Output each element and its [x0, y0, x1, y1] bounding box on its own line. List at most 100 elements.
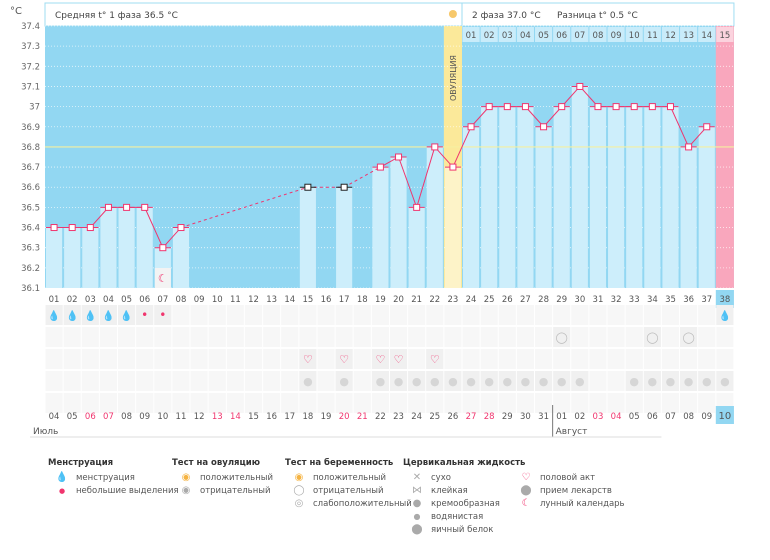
temperature-point — [104, 203, 112, 211]
marker-cell — [154, 327, 172, 347]
phase2-day-label: 10 — [629, 31, 640, 41]
marker-cell — [99, 371, 118, 391]
marker-cell — [353, 327, 371, 347]
medication-cell — [480, 371, 498, 391]
cycle-day-label: 20 — [393, 295, 404, 305]
y-tick-label: 37.3 — [21, 42, 40, 52]
cycle-day-label: 05 — [121, 295, 132, 305]
temperature-point — [141, 203, 149, 211]
calendar-date-label: 17 — [284, 412, 295, 422]
medication-cell — [299, 371, 317, 391]
temperature-bar — [644, 106, 661, 288]
marker-cell — [190, 305, 208, 325]
temperature-bar — [553, 106, 570, 288]
spotting-icon: • — [141, 308, 148, 322]
moon-icon: ☾ — [158, 272, 168, 285]
phase2-day-cell — [643, 27, 661, 42]
marker-cell — [680, 393, 698, 413]
phase1-average: Средняя t° 1 фаза 36.5 °C — [55, 11, 178, 21]
medication-icon: ● — [557, 375, 567, 388]
intercourse-cell — [335, 349, 353, 369]
intercourse-icon: ♡ — [303, 353, 313, 366]
egg-white-icon: ⬤ — [411, 524, 423, 535]
medication-cell — [516, 371, 535, 391]
legend-label: отрицательный — [200, 485, 271, 496]
medication-icon: ● — [720, 375, 730, 388]
heart-icon: ♡ — [521, 472, 531, 483]
calendar-date-label: 31 — [538, 412, 549, 422]
legend-label: положительный — [200, 472, 273, 483]
marker-cell — [516, 305, 535, 325]
marker-cell — [716, 349, 734, 369]
temperature-point — [576, 82, 584, 90]
calendar-date-label: 24 — [411, 412, 422, 422]
marker-cell — [389, 393, 408, 413]
marker-cell — [516, 393, 535, 413]
menstruation-icon: 💧 — [719, 309, 731, 322]
cycle-day-label: 15 — [302, 295, 313, 305]
marker-cell — [661, 305, 680, 325]
temperature-point — [630, 103, 638, 111]
marker-cell — [462, 393, 480, 413]
marker-cell — [190, 371, 208, 391]
temperature-bar — [662, 106, 679, 288]
cycle-day-label: 10 — [212, 295, 223, 305]
temperature-bar — [408, 207, 425, 288]
y-tick-label: 36.5 — [21, 203, 40, 213]
cycle-day-label: 14 — [284, 295, 295, 305]
marker-cell — [118, 327, 136, 347]
medication-icon: ● — [575, 375, 585, 388]
marker-cell — [317, 371, 335, 391]
temperature-point — [123, 203, 131, 211]
pregnancy-test-negative-cell — [680, 327, 698, 347]
marker-cell — [444, 305, 462, 325]
calendar-date-label: 23 — [393, 412, 404, 422]
marker-cell — [335, 393, 353, 413]
watery-icon: ● — [413, 512, 421, 521]
marker-cell — [698, 327, 716, 347]
temperature-bar — [462, 126, 480, 289]
marker-cell — [172, 327, 190, 347]
marker-cell — [607, 327, 625, 347]
marker-cell — [553, 305, 571, 325]
marker-cell — [480, 327, 498, 347]
cycle-day-label: 36 — [683, 295, 694, 305]
legend-label: яичный белок — [431, 524, 494, 535]
marker-cell — [281, 393, 299, 413]
calendar-date-label: 04 — [611, 412, 622, 422]
medication-cell — [498, 371, 516, 391]
phase2-day-cell — [716, 27, 734, 42]
marker-cell — [226, 305, 244, 325]
marker-cell — [643, 349, 661, 369]
temperature-point — [467, 123, 475, 131]
marker-cell — [498, 349, 516, 369]
phase2-day-cell — [516, 27, 535, 42]
marker-cell — [535, 393, 553, 413]
cycle-day-label: 17 — [339, 295, 350, 305]
marker-cell — [208, 327, 226, 347]
phase2-day-cell — [661, 27, 680, 42]
legend-label: отрицательный — [313, 485, 384, 496]
temperature-point — [413, 203, 421, 211]
marker-cell — [661, 349, 680, 369]
temperature-point — [703, 123, 711, 131]
marker-cell — [154, 393, 172, 413]
spotting-icon: • — [159, 308, 166, 322]
phase2-day-label: 12 — [665, 31, 676, 41]
temperature-line-segment — [180, 186, 309, 229]
calendar-date-label: 05 — [629, 412, 640, 422]
cycle-day-label: 16 — [321, 295, 332, 305]
temperature-point — [177, 224, 185, 232]
marker-cell — [226, 349, 244, 369]
menstruation-cell — [63, 305, 81, 325]
legend-menstruation: Менструация 💧 менструация ● небольшие выде… — [48, 458, 179, 497]
cycle-day-label: 21 — [411, 295, 422, 305]
calendar-date-label: 22 — [375, 412, 386, 422]
medication-cell — [553, 371, 571, 391]
medication-icon: ● — [430, 375, 440, 388]
pregnancy-test-negative-icon: ◯ — [682, 331, 694, 344]
month-label: Август — [556, 427, 588, 437]
phase2-day-cell — [480, 27, 498, 42]
marker-cell — [263, 305, 281, 325]
phase2-day-label: 08 — [593, 31, 604, 41]
